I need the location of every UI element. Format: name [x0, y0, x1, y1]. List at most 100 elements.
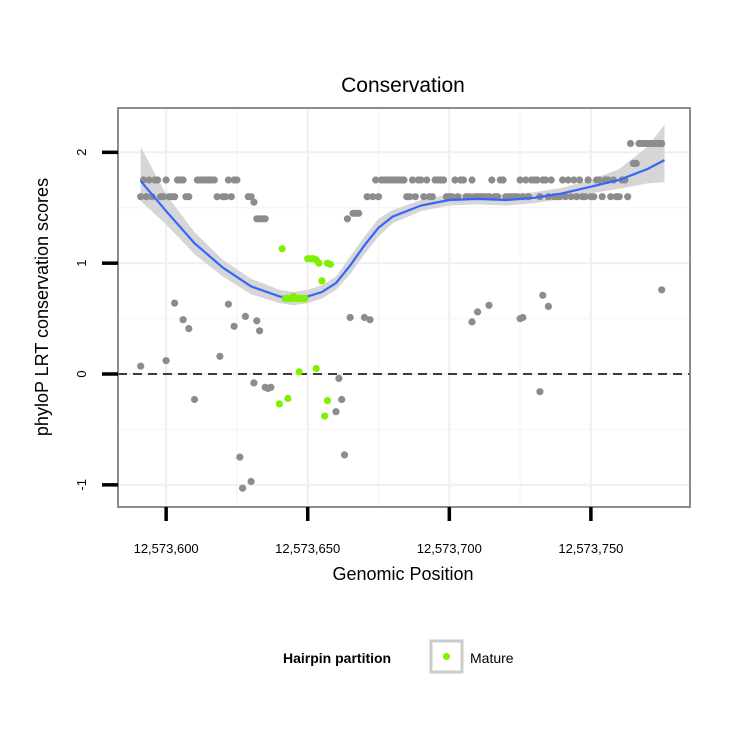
other-point — [332, 408, 340, 416]
other-point — [216, 352, 224, 360]
other-point — [451, 176, 459, 184]
other-point — [338, 395, 346, 404]
y-tick-label: 1 — [74, 260, 89, 267]
mature-point — [295, 368, 303, 376]
other-point — [448, 193, 456, 201]
other-point — [210, 176, 218, 184]
other-point — [536, 388, 544, 396]
other-point — [542, 176, 550, 184]
x-tick-label: 12,573,700 — [417, 541, 482, 556]
other-point — [366, 316, 374, 324]
other-point — [423, 176, 431, 184]
other-point — [222, 193, 230, 201]
other-point — [590, 193, 598, 201]
other-point — [499, 176, 507, 184]
other-point — [440, 176, 448, 184]
other-point — [576, 176, 584, 184]
mature-points — [275, 245, 334, 420]
y-axis: -1 0 1 2 — [74, 149, 118, 491]
other-point — [615, 193, 623, 201]
mature-point — [275, 400, 283, 408]
mature-point — [318, 277, 326, 285]
other-point — [485, 301, 493, 309]
mature-point — [315, 259, 323, 267]
other-point — [179, 176, 187, 184]
other-point — [626, 139, 635, 148]
other-point — [595, 176, 604, 184]
other-point — [516, 176, 524, 184]
y-tick-label: 2 — [74, 149, 89, 156]
other-point — [253, 317, 261, 325]
other-point — [533, 176, 541, 184]
other-point — [547, 176, 555, 184]
x-tick-label: 12,573,600 — [134, 541, 199, 556]
other-point — [239, 484, 247, 492]
x-axis-label: Genomic Position — [332, 564, 473, 584]
x-tick-label: 12,573,650 — [275, 541, 340, 556]
other-point — [256, 327, 264, 335]
other-point — [369, 193, 377, 201]
x-tick-label: 12,573,750 — [558, 541, 623, 556]
other-point — [522, 176, 530, 184]
other-point — [363, 193, 371, 201]
other-point — [372, 176, 380, 184]
mature-point — [312, 364, 320, 373]
other-point — [335, 374, 343, 382]
other-point — [137, 362, 145, 370]
other-point — [185, 325, 193, 333]
mature-point — [278, 245, 286, 253]
other-point — [171, 193, 179, 201]
other-point — [261, 215, 269, 223]
chart-title: Conservation — [341, 74, 465, 97]
other-point — [374, 193, 383, 201]
other-point — [247, 477, 255, 486]
other-point — [137, 193, 145, 201]
other-point — [598, 193, 606, 201]
other-point — [607, 193, 615, 201]
other-point — [573, 193, 581, 201]
other-point — [624, 193, 632, 201]
other-point — [519, 313, 527, 322]
other-point — [171, 299, 179, 307]
legend: Hairpin partition Mature — [283, 639, 514, 674]
other-point — [408, 176, 417, 184]
other-point — [230, 322, 238, 330]
other-point — [159, 193, 167, 201]
other-point — [658, 286, 666, 294]
smooth-fit-line — [139, 159, 666, 300]
other-point — [224, 176, 232, 184]
other-point — [570, 176, 578, 184]
other-point — [584, 176, 592, 184]
other-point — [544, 302, 553, 310]
other-point — [250, 198, 258, 206]
mature-point — [301, 295, 309, 303]
other-point — [142, 193, 150, 201]
other-point — [179, 316, 187, 324]
other-point — [346, 313, 354, 322]
legend-key-mature-dot — [443, 653, 450, 660]
other-point — [567, 193, 575, 201]
other-point — [145, 176, 153, 184]
other-point — [561, 193, 570, 201]
other-point — [162, 357, 170, 365]
other-point — [428, 193, 436, 201]
legend-title: Hairpin partition — [283, 650, 391, 666]
other-point — [236, 453, 244, 461]
legend-entry-mature: Mature — [470, 650, 514, 666]
other-point — [468, 176, 476, 184]
other-point — [468, 318, 476, 326]
other-point — [233, 176, 241, 184]
other-point — [247, 193, 255, 201]
plot-area — [117, 107, 691, 508]
mature-point — [284, 394, 292, 402]
other-point — [406, 193, 414, 201]
other-point — [185, 193, 193, 201]
other-point — [154, 176, 162, 184]
y-axis-label: phyloP LRT conservation scores — [32, 178, 52, 436]
other-point — [241, 312, 249, 320]
other-point — [539, 291, 547, 299]
grid-lines — [118, 108, 690, 507]
other-point — [250, 379, 258, 387]
other-point — [474, 308, 482, 316]
